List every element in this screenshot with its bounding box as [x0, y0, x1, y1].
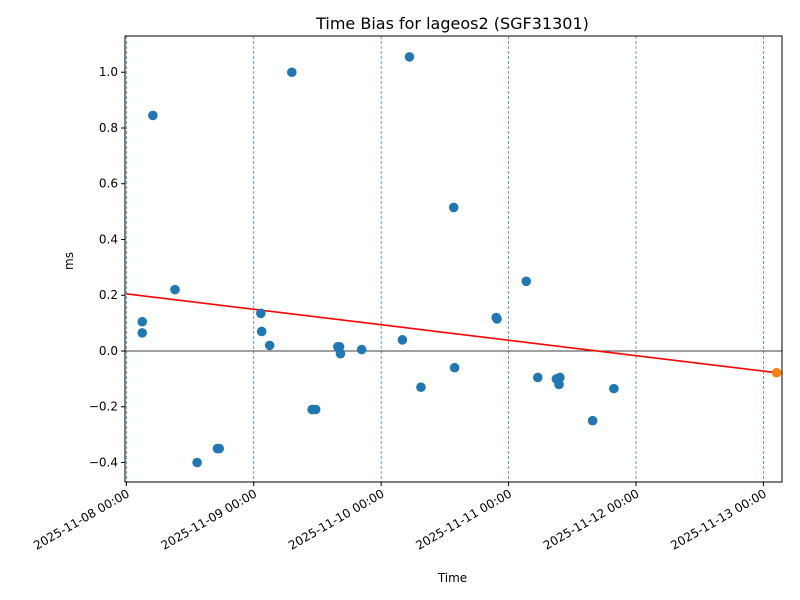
data-point	[587, 415, 598, 426]
data-point	[356, 344, 367, 355]
data-point	[771, 367, 782, 378]
data-point	[416, 382, 426, 393]
x-axis-label: Time	[437, 571, 467, 585]
chart-title: Time Bias for lageos2 (SGF31301)	[315, 14, 589, 33]
data-point	[170, 284, 180, 295]
y-tick-label: 0.6	[99, 177, 118, 191]
y-axis-label: ms	[62, 252, 76, 270]
data-point	[448, 202, 459, 213]
y-tick-label: 1.0	[99, 65, 118, 79]
data-point	[554, 379, 564, 390]
y-tick-label: 0.4	[99, 232, 118, 246]
data-point	[137, 316, 148, 327]
data-point	[214, 443, 225, 454]
data-point	[256, 308, 266, 319]
y-tick-label: 0.0	[99, 344, 118, 358]
data-point	[555, 372, 565, 383]
data-point	[397, 335, 408, 345]
y-tick-label: −0.2	[89, 400, 118, 414]
trend-line	[126, 293, 777, 374]
plot-frame	[124, 35, 783, 483]
y-tick-label: 0.2	[99, 288, 118, 302]
data-point	[449, 362, 460, 373]
data-point	[148, 110, 158, 121]
data-point	[286, 67, 297, 78]
data-point	[532, 372, 543, 383]
data-point	[404, 52, 415, 62]
data-point	[256, 326, 267, 337]
data-point	[264, 340, 275, 351]
data-point	[334, 342, 345, 352]
data-point	[492, 314, 502, 324]
data-point	[609, 383, 619, 394]
y-tick-label: −0.4	[89, 455, 118, 469]
data-point	[192, 457, 202, 468]
data-point	[335, 348, 346, 359]
y-tick-label: 0.8	[99, 121, 118, 135]
data-point	[310, 404, 321, 415]
data-point	[521, 276, 532, 287]
data-point	[137, 328, 148, 338]
